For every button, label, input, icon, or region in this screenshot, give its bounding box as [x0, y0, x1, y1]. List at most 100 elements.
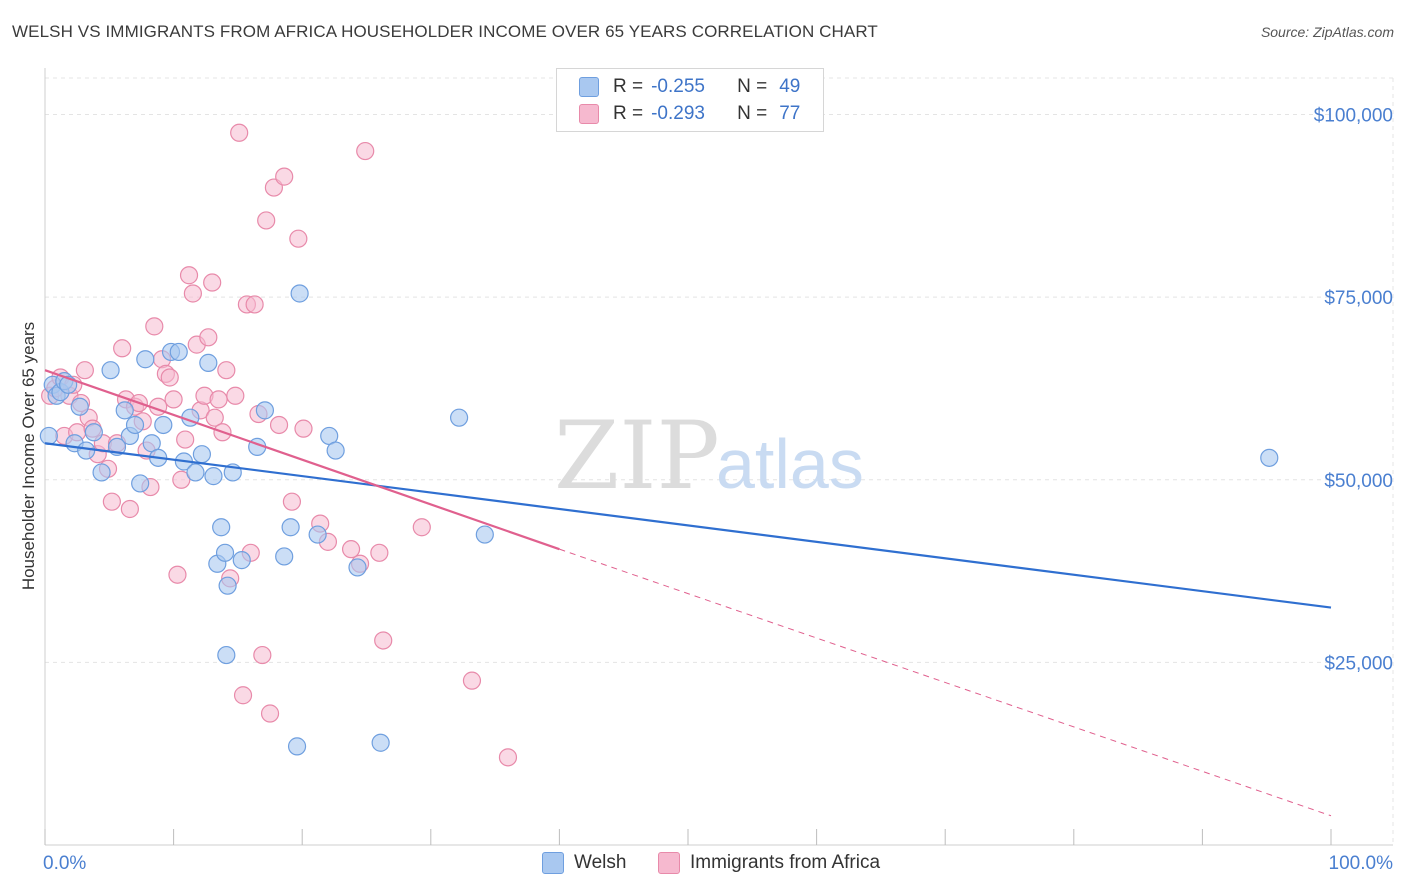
africa-point-18[interactable] — [120, 499, 139, 519]
series-welsh-points — [39, 284, 1279, 756]
welsh-point-11[interactable] — [101, 361, 120, 380]
welsh-point-38[interactable] — [275, 547, 294, 566]
x-tick-label-1: 100.0% — [1329, 853, 1394, 874]
africa-legend-label: Immigrants from Africa — [690, 852, 881, 873]
africa-point-16[interactable] — [113, 339, 132, 358]
africa-point-53[interactable] — [257, 211, 276, 230]
watermark-atlas: atlas — [716, 425, 864, 503]
welsh-point-29[interactable] — [212, 518, 231, 537]
watermark: ZIP atlas — [554, 402, 864, 511]
africa-point-59[interactable] — [289, 229, 308, 248]
welsh-swatch — [579, 77, 599, 97]
welsh-point-13[interactable] — [115, 401, 134, 420]
africa-point-57[interactable] — [275, 167, 294, 186]
africa-point-41[interactable] — [209, 390, 228, 409]
welsh-n-value: 49 — [779, 76, 801, 97]
africa-point-28[interactable] — [160, 368, 179, 387]
welsh-legend-label: Welsh — [574, 852, 627, 873]
africa-point-14[interactable] — [102, 492, 121, 511]
africa-point-50[interactable] — [245, 295, 264, 314]
africa-point-70[interactable] — [498, 748, 518, 767]
y-tick-labels: $25,000 $50,000 $75,000 $100,000 — [1314, 106, 1393, 675]
africa-point-47[interactable] — [233, 686, 253, 705]
africa-point-60[interactable] — [294, 419, 313, 438]
africa-point-45[interactable] — [226, 386, 245, 405]
welsh-r-value: -0.255 — [651, 76, 705, 97]
africa-point-31[interactable] — [172, 470, 191, 489]
africa-r-label: R = — [613, 103, 644, 124]
welsh-point-34[interactable] — [217, 645, 236, 665]
africa-point-32[interactable] — [176, 430, 195, 449]
africa-point-67[interactable] — [374, 631, 393, 650]
africa-n-label: N = — [737, 103, 768, 124]
welsh-point-39[interactable] — [281, 518, 300, 537]
africa-point-52[interactable] — [253, 645, 272, 665]
africa-trend-line — [44, 369, 560, 551]
africa-point-33[interactable] — [179, 266, 199, 285]
africa-point-46[interactable] — [230, 123, 249, 142]
welsh-point-45[interactable] — [348, 558, 367, 577]
welsh-point-37[interactable] — [255, 401, 275, 420]
africa-point-54[interactable] — [260, 704, 280, 723]
legend-item-africa[interactable]: Immigrants from Africa — [658, 852, 880, 874]
trend-lines — [44, 369, 1332, 817]
welsh-point-41[interactable] — [290, 284, 309, 303]
x-tick-label-0: 0.0% — [43, 853, 86, 874]
africa-r-value: -0.293 — [651, 103, 705, 124]
welsh-point-10[interactable] — [92, 463, 111, 482]
africa-point-58[interactable] — [282, 492, 302, 511]
africa-legend-swatch — [658, 852, 680, 874]
africa-point-30[interactable] — [168, 565, 187, 584]
africa-point-24[interactable] — [145, 317, 164, 336]
welsh-point-46[interactable] — [371, 733, 390, 752]
welsh-point-15[interactable] — [125, 415, 145, 435]
africa-point-40[interactable] — [205, 408, 224, 427]
africa-point-63[interactable] — [341, 540, 361, 559]
watermark-zip: ZIP — [554, 402, 720, 511]
welsh-point-20[interactable] — [154, 415, 173, 435]
africa-point-38[interactable] — [199, 328, 218, 347]
welsh-point-8[interactable] — [77, 441, 96, 460]
welsh-point-26[interactable] — [192, 445, 211, 464]
africa-point-65[interactable] — [356, 141, 375, 161]
welsh-point-47[interactable] — [449, 408, 469, 427]
africa-point-69[interactable] — [462, 671, 482, 690]
welsh-point-22[interactable] — [169, 342, 188, 362]
africa-point-66[interactable] — [370, 543, 389, 562]
africa-point-56[interactable] — [269, 415, 289, 435]
welsh-point-40[interactable] — [287, 737, 307, 756]
welsh-n-label: N = — [737, 76, 768, 97]
africa-point-8[interactable] — [75, 361, 94, 380]
welsh-point-33[interactable] — [218, 576, 237, 595]
welsh-point-0[interactable] — [39, 426, 58, 446]
welsh-point-17[interactable] — [136, 350, 155, 369]
welsh-point-49[interactable] — [1260, 448, 1279, 467]
welsh-point-31[interactable] — [215, 543, 235, 562]
legend-row-africa: R = -0.293 N = 77 — [579, 102, 800, 126]
welsh-point-16[interactable] — [131, 474, 150, 493]
welsh-point-44[interactable] — [326, 441, 345, 460]
x-tick-labels: 0.0% 100.0% — [43, 853, 1393, 874]
africa-point-39[interactable] — [203, 273, 222, 292]
y-tick-label-1: $50,000 — [1324, 471, 1393, 492]
y-tick-label-2: $75,000 — [1324, 288, 1393, 309]
legend-item-welsh[interactable]: Welsh — [542, 852, 626, 874]
welsh-point-48[interactable] — [475, 525, 494, 544]
welsh-point-42[interactable] — [308, 525, 327, 544]
legend-row-welsh: R = -0.255 N = 49 — [579, 75, 800, 99]
africa-point-29[interactable] — [164, 390, 183, 409]
welsh-point-27[interactable] — [199, 353, 218, 372]
correlation-legend: R = -0.255 N = 49 R = -0.293 N = 77 — [556, 68, 824, 132]
welsh-point-9[interactable] — [84, 423, 103, 442]
y-tick-label-0: $25,000 — [1324, 653, 1393, 674]
africa-point-43[interactable] — [217, 361, 236, 380]
welsh-point-28[interactable] — [204, 467, 223, 486]
welsh-point-35[interactable] — [232, 551, 251, 570]
welsh-point-25[interactable] — [186, 463, 205, 482]
source-credit: Source: ZipAtlas.com — [1260, 24, 1394, 40]
africa-point-68[interactable] — [412, 518, 431, 537]
welsh-point-7[interactable] — [70, 397, 89, 416]
africa-swatch — [579, 104, 599, 124]
africa-point-34[interactable] — [183, 284, 202, 303]
